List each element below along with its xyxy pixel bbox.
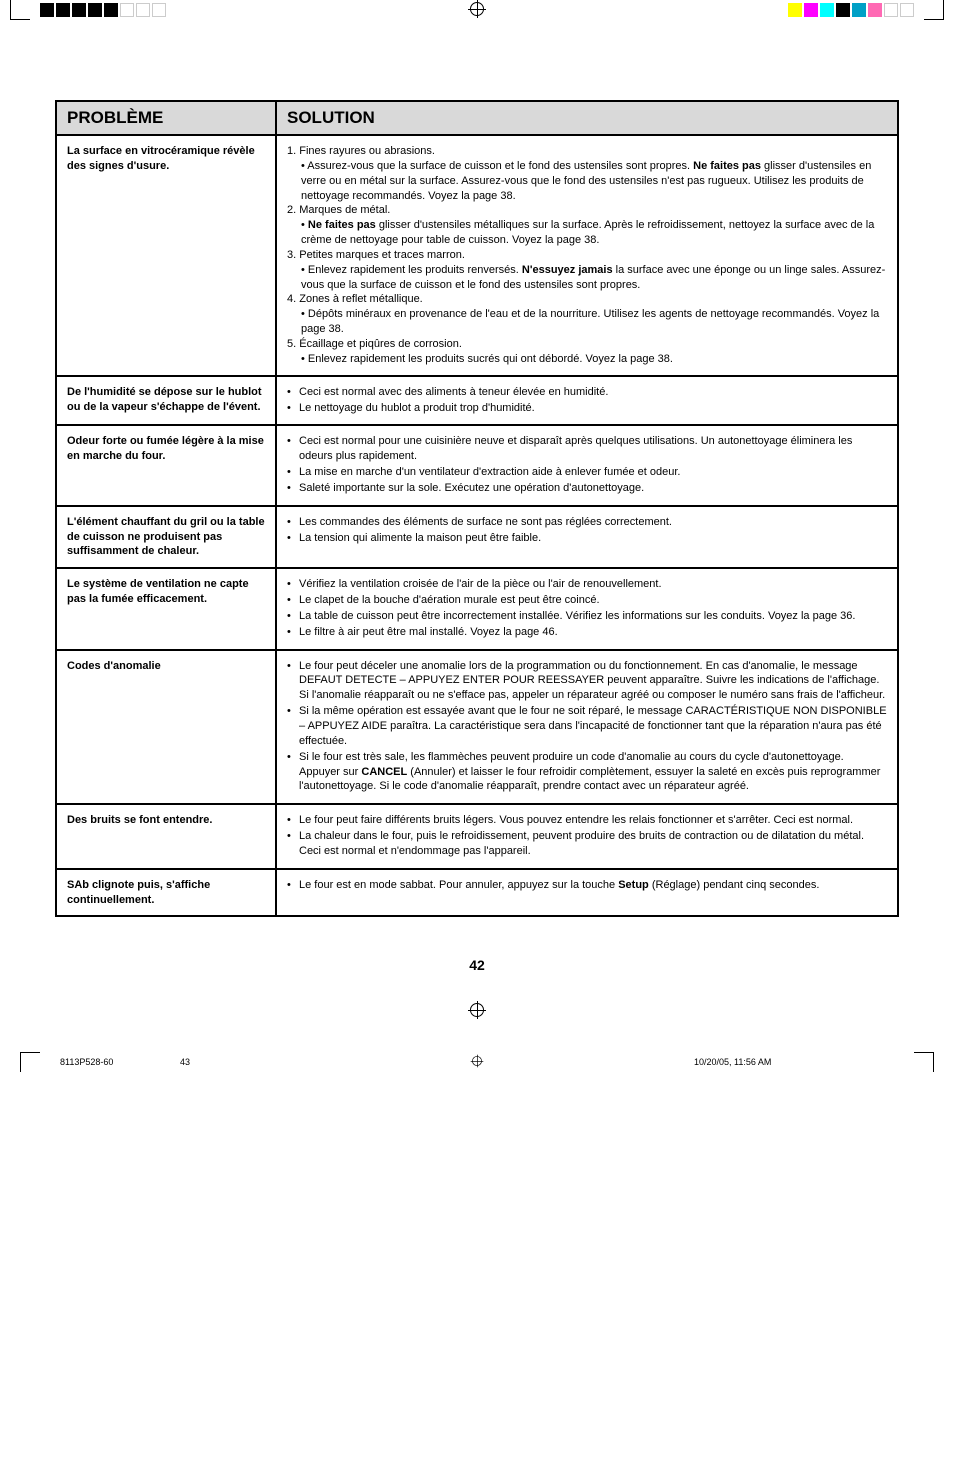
color-swatch bbox=[104, 3, 118, 17]
table-row: L'élément chauffant du gril ou la table … bbox=[56, 506, 898, 569]
color-swatch bbox=[120, 3, 134, 17]
color-swatch bbox=[56, 3, 70, 17]
solution-cell: •Le four est en mode sabbat. Pour annule… bbox=[276, 869, 898, 917]
color-swatch bbox=[868, 3, 882, 17]
solution-item: •Le nettoyage du hublot a produit trop d… bbox=[287, 401, 887, 416]
color-swatch bbox=[88, 3, 102, 17]
page-number: 42 bbox=[55, 957, 899, 973]
problem-cell: SAb clignote puis, s'affiche continuelle… bbox=[56, 869, 276, 917]
table-row: SAb clignote puis, s'affiche continuelle… bbox=[56, 869, 898, 917]
problem-cell: L'élément chauffant du gril ou la table … bbox=[56, 506, 276, 569]
solution-item: •Le four peut faire différents bruits lé… bbox=[287, 813, 887, 828]
crop-marks-top bbox=[0, 0, 954, 40]
color-bars-right bbox=[788, 3, 914, 17]
solution-item: •Saleté importante sur la sole. Exécutez… bbox=[287, 481, 887, 496]
table-row: Codes d'anomalie•Le four peut déceler un… bbox=[56, 650, 898, 805]
problem-cell: Codes d'anomalie bbox=[56, 650, 276, 805]
color-swatch bbox=[836, 3, 850, 17]
solution-cell: •Ceci est normal avec des aliments à ten… bbox=[276, 376, 898, 426]
color-swatch bbox=[820, 3, 834, 17]
corner-mark bbox=[924, 0, 944, 20]
table-row: Des bruits se font entendre. •Le four peu… bbox=[56, 804, 898, 869]
color-swatch bbox=[152, 3, 166, 17]
corner-mark bbox=[914, 1052, 934, 1072]
color-swatch bbox=[72, 3, 86, 17]
problem-cell: De l'humidité se dépose sur le hublot ou… bbox=[56, 376, 276, 426]
page-content: PROBLÈME SOLUTION La surface en vitrocér… bbox=[0, 40, 954, 1003]
table-row: Le système de ventilation ne capte pas l… bbox=[56, 568, 898, 649]
color-swatch bbox=[788, 3, 802, 17]
solution-item: •La chaleur dans le four, puis le refroi… bbox=[287, 829, 887, 859]
color-swatch bbox=[852, 3, 866, 17]
print-footer: 8113P528-60 43 10/20/05, 11:56 AM bbox=[0, 1022, 954, 1082]
footer-doc-id: 8113P528-60 bbox=[60, 1057, 180, 1067]
solution-cell: 1. Fines rayures ou abrasions.• Assurez-… bbox=[276, 135, 898, 376]
footer-center bbox=[260, 1054, 694, 1070]
footer-sheet-page: 43 bbox=[180, 1057, 260, 1067]
color-bars-left bbox=[40, 3, 166, 17]
solution-item: •Le filtre à air peut être mal installé.… bbox=[287, 625, 887, 640]
problem-cell: La surface en vitrocéramique révèle des … bbox=[56, 135, 276, 376]
solution-item: •Le four peut déceler une anomalie lors … bbox=[287, 659, 887, 704]
table-row: De l'humidité se dépose sur le hublot ou… bbox=[56, 376, 898, 426]
corner-mark bbox=[10, 0, 30, 20]
solution-cell: •Les commandes des éléments de surface n… bbox=[276, 506, 898, 569]
solution-item: •Si la même opération est essayée avant … bbox=[287, 704, 887, 749]
solution-cell: •Ceci est normal pour une cuisinière neu… bbox=[276, 425, 898, 505]
header-solution: SOLUTION bbox=[276, 101, 898, 135]
troubleshooting-table: PROBLÈME SOLUTION La surface en vitrocér… bbox=[55, 100, 899, 917]
problem-cell: Odeur forte ou fumée légère à la mise en… bbox=[56, 425, 276, 505]
color-swatch bbox=[40, 3, 54, 17]
solution-item: •La mise en marche d'un ventilateur d'ex… bbox=[287, 465, 887, 480]
solution-cell: •Le four peut déceler une anomalie lors … bbox=[276, 650, 898, 805]
solution-item: •Ceci est normal avec des aliments à ten… bbox=[287, 385, 887, 400]
solution-cell: •Vérifiez la ventilation croisée de l'ai… bbox=[276, 568, 898, 649]
color-swatch bbox=[136, 3, 150, 17]
solution-item: •La tension qui alimente la maison peut … bbox=[287, 531, 887, 546]
solution-item: •Vérifiez la ventilation croisée de l'ai… bbox=[287, 577, 887, 592]
color-swatch bbox=[900, 3, 914, 17]
problem-cell: Le système de ventilation ne capte pas l… bbox=[56, 568, 276, 649]
color-swatch bbox=[804, 3, 818, 17]
solution-item: •La table de cuisson peut être incorrect… bbox=[287, 609, 887, 624]
footer-timestamp: 10/20/05, 11:56 AM bbox=[694, 1057, 894, 1067]
registration-mark-top bbox=[166, 2, 788, 19]
color-swatch bbox=[884, 3, 898, 17]
solution-item: •Ceci est normal pour une cuisinière neu… bbox=[287, 434, 887, 464]
solution-cell: •Le four peut faire différents bruits lé… bbox=[276, 804, 898, 869]
corner-mark bbox=[20, 1052, 40, 1072]
solution-item: •Le clapet de la bouche d'aération mural… bbox=[287, 593, 887, 608]
table-row: La surface en vitrocéramique révèle des … bbox=[56, 135, 898, 376]
solution-item: •Si le four est très sale, les flammèche… bbox=[287, 750, 887, 795]
header-problem: PROBLÈME bbox=[56, 101, 276, 135]
problem-cell: Des bruits se font entendre. bbox=[56, 804, 276, 869]
registration-mark-bottom bbox=[0, 1003, 954, 1022]
solution-item: •Les commandes des éléments de surface n… bbox=[287, 515, 887, 530]
solution-item: •Le four est en mode sabbat. Pour annule… bbox=[287, 878, 887, 893]
table-row: Odeur forte ou fumée légère à la mise en… bbox=[56, 425, 898, 505]
